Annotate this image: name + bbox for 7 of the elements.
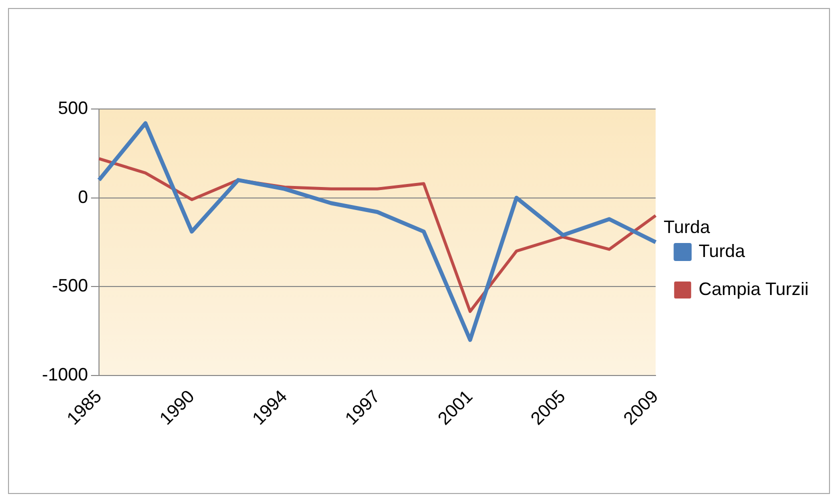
y-tick-label: 500 bbox=[58, 98, 88, 118]
y-tick-label: 0 bbox=[78, 186, 88, 207]
text: Turda bbox=[664, 216, 711, 237]
legend-label: Campia Turzii bbox=[698, 278, 809, 299]
y-tick-label: -500 bbox=[52, 276, 88, 296]
y-tick-label: -1000 bbox=[42, 364, 88, 384]
legend-label: Turda bbox=[698, 240, 746, 261]
